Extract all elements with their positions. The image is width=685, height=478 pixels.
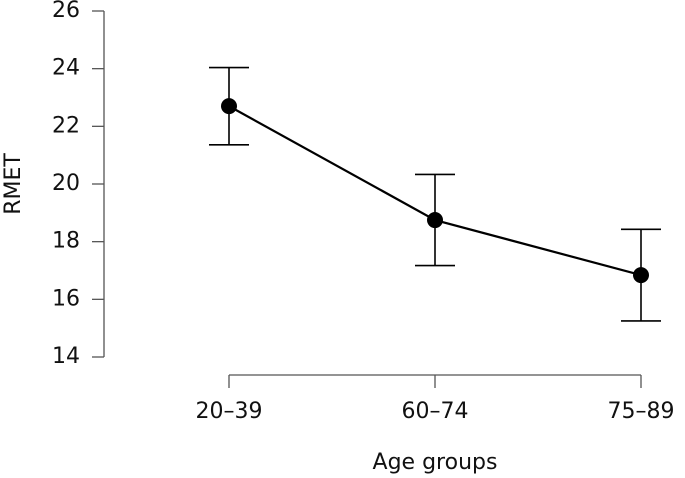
point — [221, 98, 237, 115]
y-tick-label: 24 — [52, 56, 80, 81]
x-tick-label: 60–74 — [402, 399, 469, 424]
y-tick-label: 26 — [52, 0, 80, 23]
y-axis-label: RMET — [1, 153, 26, 215]
point — [427, 212, 443, 229]
x-axis-label: Age groups — [373, 450, 498, 475]
y-tick-label: 20 — [52, 171, 80, 196]
x-tick-label: 75–89 — [608, 399, 675, 424]
y-tick-label: 22 — [52, 113, 80, 138]
x-tick-label: 20–39 — [196, 399, 263, 424]
y-tick-label: 16 — [52, 286, 80, 311]
y-tick-label: 18 — [52, 229, 80, 254]
point — [633, 267, 649, 284]
y-tick-label: 14 — [52, 344, 80, 369]
